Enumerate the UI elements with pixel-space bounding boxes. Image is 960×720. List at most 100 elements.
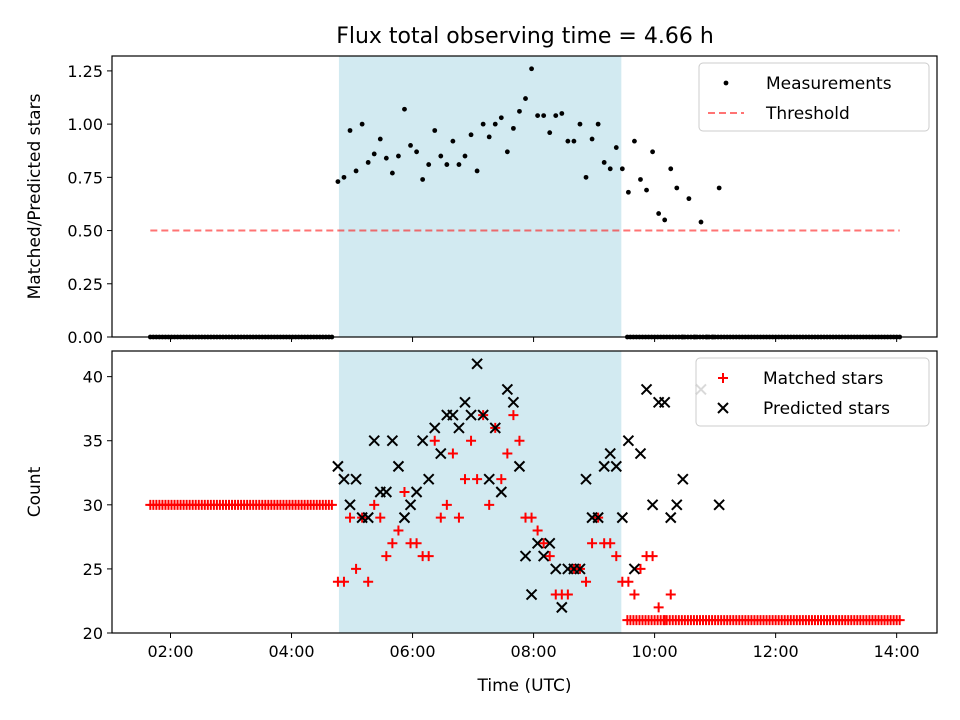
predicted-star-point — [628, 563, 641, 575]
matched-star-point — [351, 563, 362, 574]
matched-star-point — [653, 602, 664, 613]
top-y-ticks: 0.00 0.25 0.50 0.75 1.00 1.25 — [67, 62, 112, 347]
measurement-point — [426, 162, 432, 167]
measurement-point — [632, 138, 637, 144]
measurement-point — [535, 113, 541, 119]
matched-star-point — [665, 589, 676, 600]
measurement-point — [438, 153, 444, 159]
matched-star-point — [587, 538, 598, 549]
matched-star-point — [393, 525, 404, 536]
measurement-point — [468, 132, 474, 138]
measurement-point — [595, 121, 601, 127]
matched-star-point — [399, 487, 410, 497]
bottom-points — [145, 358, 905, 626]
bottom-ylabel: Count — [25, 466, 45, 517]
measurement-point — [553, 113, 559, 119]
matched-star-point — [381, 551, 392, 562]
y-tick-label: 0.50 — [67, 222, 103, 241]
measurement-point — [480, 121, 486, 127]
predicted-star-point — [368, 435, 380, 447]
predicted-star-point — [435, 447, 447, 460]
bottom-y-ticks: 20 25 30 35 40 — [83, 368, 112, 643]
measurement-point — [607, 166, 613, 172]
matched-star-point — [623, 576, 634, 587]
predicted-star-point — [616, 511, 629, 524]
measurement-point — [383, 155, 389, 161]
y-tick-label: 20 — [83, 624, 103, 643]
legend-swatch — [723, 80, 729, 86]
measurement-point — [583, 174, 589, 180]
predicted-star-point — [380, 486, 393, 498]
y-tick-label: 30 — [83, 496, 103, 515]
measurement-point — [365, 160, 371, 165]
predicted-star-point — [477, 409, 489, 421]
measurement-point — [504, 149, 510, 155]
matched-star-point — [611, 551, 622, 562]
predicted-star-point — [531, 537, 544, 549]
y-tick-label: 25 — [83, 560, 103, 579]
matched-star-point — [629, 589, 640, 600]
matched-star-point — [459, 474, 470, 485]
measurement-point — [650, 149, 655, 155]
matched-star-point — [502, 448, 513, 459]
matched-star-point — [894, 615, 905, 626]
predicted-star-point — [519, 550, 532, 562]
predicted-star-point — [550, 563, 562, 575]
matched-star-point — [605, 538, 616, 549]
matched-star-point — [447, 448, 458, 459]
measurement-point — [396, 153, 401, 159]
x-tick-label: 04:00 — [268, 642, 314, 661]
predicted-star-point — [416, 435, 429, 447]
predicted-star-point — [634, 447, 647, 460]
top-x-ticks — [169, 337, 898, 342]
predicted-star-point — [604, 447, 616, 460]
matched-star-point — [345, 512, 356, 523]
predicted-star-point — [525, 588, 538, 601]
measurement-point — [644, 187, 649, 193]
measurement-point — [432, 128, 438, 133]
legend-box — [695, 357, 930, 427]
matched-star-point — [411, 538, 422, 549]
measurement-point — [656, 211, 662, 216]
predicted-star-point — [332, 460, 344, 473]
matched-star-point — [441, 499, 452, 510]
measurement-point — [486, 134, 492, 140]
measurement-point — [450, 138, 456, 144]
predicted-star-point — [459, 396, 471, 408]
predicted-star-point — [713, 499, 725, 511]
y-tick-label: 1.00 — [67, 115, 103, 134]
predicted-star-point — [677, 473, 689, 485]
top-ylabel: Matched/Predicted stars — [25, 93, 45, 299]
measurement-point — [353, 168, 359, 174]
predicted-star-point — [465, 409, 477, 421]
x-tick-label: 02:00 — [147, 642, 193, 661]
predicted-star-point — [386, 435, 399, 447]
figure-title: Flux total observing time = 4.66 h — [336, 24, 714, 49]
bottom-panel: 20 25 30 35 40 02:00 04:00 06:00 08:00 10:00 12:0… — [25, 350, 938, 696]
y-tick-label: 0.75 — [67, 168, 103, 187]
predicted-star-point — [646, 499, 659, 511]
top-shaded-interval — [338, 56, 622, 337]
matched-star-point — [544, 551, 555, 562]
matched-star-point — [326, 499, 337, 510]
predicted-star-point — [640, 383, 653, 396]
matched-star-point — [635, 563, 646, 574]
predicted-star-point — [671, 499, 683, 511]
predicted-star-point — [447, 409, 459, 421]
legend-box — [698, 62, 930, 132]
legend-swatch — [718, 373, 728, 383]
measurement-point — [559, 111, 565, 116]
predicted-star-point — [544, 537, 556, 549]
legend-label: Matched stars — [763, 369, 883, 389]
measurement-point — [420, 177, 426, 182]
matched-star-point — [484, 499, 495, 510]
measurement-point — [341, 174, 347, 180]
legend-swatch — [717, 402, 729, 414]
matched-star-point — [435, 512, 446, 523]
matched-star-point — [369, 499, 380, 510]
measurement-point — [547, 130, 553, 136]
measurement-point — [601, 160, 607, 165]
measurement-point — [613, 145, 619, 150]
measurement-point — [456, 162, 462, 167]
